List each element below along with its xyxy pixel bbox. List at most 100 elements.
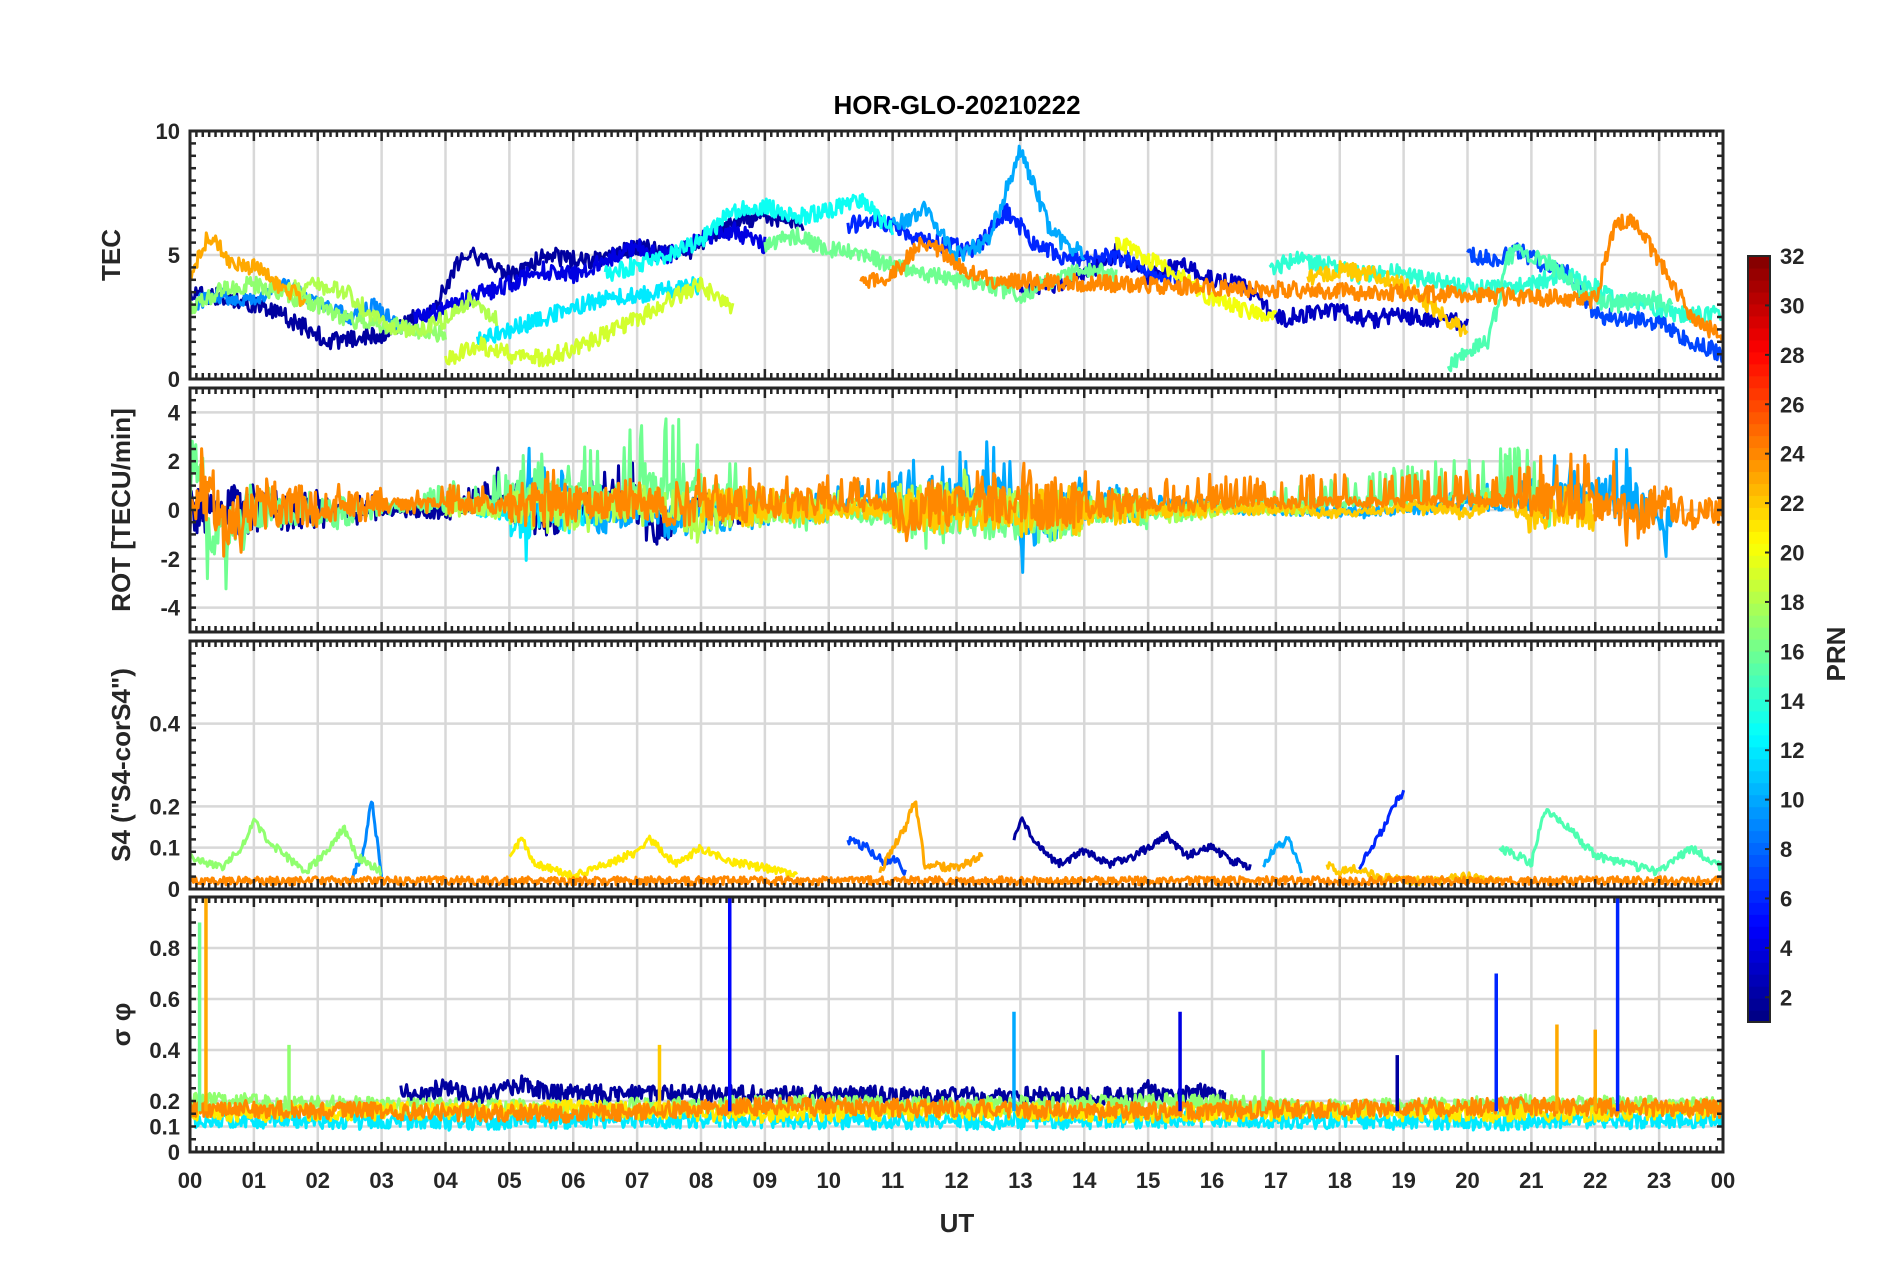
y-tick-label: 0.4 [149, 712, 180, 737]
colorbar-segment [1748, 818, 1770, 832]
colorbar-segment [1748, 543, 1770, 556]
colorbar-segment [1748, 1010, 1770, 1023]
colorbar-segment [1748, 627, 1770, 640]
colorbar-segment [1748, 555, 1770, 568]
colorbar-segment [1748, 567, 1770, 580]
colorbar-tick-label: 22 [1780, 491, 1804, 516]
y-tick-label: -2 [160, 547, 180, 572]
y-tick-label: 0 [168, 498, 180, 523]
colorbar-tick-label: 32 [1780, 244, 1804, 269]
y-axis-label-tec: TEC [96, 229, 126, 281]
colorbar-segment [1748, 782, 1770, 796]
colorbar-tick-label: 28 [1780, 343, 1804, 368]
x-tick-label: 00 [178, 1168, 202, 1193]
series-prn-17 [190, 817, 382, 877]
x-tick-labels: 00 01 02 03 04 05 06 07 08 09 10 11 12 13 14 15 16 17 18 19… [178, 1168, 1735, 1193]
colorbar-frame [1747, 255, 1771, 1023]
series-prn-21 [508, 834, 799, 882]
colorbar-segment [1748, 866, 1770, 879]
colorbar-segment [1748, 471, 1770, 485]
y-axis-label-s4: S4 ("S4-corS4") [106, 668, 136, 862]
series-prn-6 [1358, 789, 1406, 871]
x-tick-label: 13 [1008, 1168, 1032, 1193]
colorbar-segment [1748, 495, 1770, 508]
colorbar-segment [1748, 399, 1770, 413]
colorbar-segment [1748, 734, 1770, 748]
colorbar-segment [1748, 327, 1770, 341]
series-group [190, 897, 1723, 1132]
minor-ticks [188, 895, 1725, 1154]
x-tick-label: 07 [625, 1168, 649, 1193]
series-group [190, 144, 1723, 373]
colorbar-segment [1748, 483, 1770, 496]
y-tick-label: 0.2 [149, 1089, 180, 1114]
colorbar-segment [1748, 339, 1770, 353]
x-tick-label: 21 [1519, 1168, 1543, 1193]
y-tick-label: 0 [168, 877, 180, 902]
x-tick-label: 16 [1200, 1168, 1224, 1193]
colorbar-segment [1748, 662, 1770, 676]
series-prn-12 [190, 1108, 1723, 1132]
y-tick-label: 0.2 [149, 794, 180, 819]
colorbar-segment [1748, 998, 1770, 1011]
y-axis-label-sigma_phi: σ φ [106, 1003, 136, 1047]
panel-s4: 0 0.1 0.2 0.4 S4 ("S4-corS4") [106, 639, 1725, 902]
y-tick-label: 0.4 [149, 1038, 180, 1063]
series-prn-10 [891, 144, 1086, 266]
colorbar-segment [1748, 411, 1770, 425]
series-prn-24 [190, 1096, 1723, 1124]
colorbar-segment [1748, 914, 1770, 927]
colorbar-tick-label: 8 [1780, 837, 1792, 862]
y-tick-label: 0.1 [149, 836, 180, 861]
colorbar-segment [1748, 303, 1770, 317]
colorbar-segment [1748, 698, 1770, 712]
series-prn-2 [1012, 816, 1252, 871]
series-group [190, 789, 1723, 887]
y-axis-label-rot: ROT [TECU/min] [106, 408, 136, 612]
series-prn-9 [348, 800, 384, 883]
minor-ticks [188, 386, 1725, 634]
colorbar-segment [1748, 722, 1770, 736]
series-prn-19 [444, 276, 735, 368]
x-tick-label: 00 [1711, 1168, 1735, 1193]
colorbar-segment [1748, 986, 1770, 999]
colorbar-segment [1748, 591, 1770, 604]
x-tick-label: 15 [1136, 1168, 1160, 1193]
series-prn-24 [859, 213, 1723, 342]
x-tick-label: 23 [1647, 1168, 1671, 1193]
x-tick-label: 18 [1328, 1168, 1352, 1193]
x-tick-label: 19 [1391, 1168, 1415, 1193]
colorbar-segment [1748, 710, 1770, 724]
colorbar-segment [1748, 842, 1770, 856]
colorbar-segment [1748, 615, 1770, 628]
colorbar-tick-label: 18 [1780, 590, 1804, 615]
colorbar-segment [1748, 351, 1770, 365]
colorbar-segment [1748, 507, 1770, 520]
colorbar-segment [1748, 938, 1770, 951]
colorbar-tick-label: 20 [1780, 541, 1804, 566]
y-tick-label: 4 [168, 400, 181, 425]
colorbar-segment [1748, 531, 1770, 544]
x-tick-label: 11 [881, 1168, 904, 1193]
y-tick-label: 0 [168, 1140, 180, 1165]
colorbar-segment [1748, 674, 1770, 688]
minor-ticks [188, 639, 1725, 891]
colorbar-tick-label: 16 [1780, 639, 1804, 664]
series-prn-10 [1262, 835, 1303, 874]
series-prn-12 [475, 276, 702, 348]
series-prn-7 [846, 835, 907, 876]
x-tick-label: 12 [944, 1168, 968, 1193]
series-prn-23 [878, 800, 984, 874]
colorbar-label: PRN [1821, 627, 1851, 682]
colorbar-tick-label: 30 [1780, 293, 1804, 318]
colorbar-segment [1748, 459, 1770, 473]
colorbar-segment [1748, 890, 1770, 903]
colorbar-segment [1748, 974, 1770, 987]
colorbar-segment [1748, 746, 1770, 760]
colorbar-segment [1748, 435, 1770, 449]
series-prn-15 [1446, 243, 1674, 373]
x-tick-label: 10 [817, 1168, 841, 1193]
x-tick-label: 17 [1264, 1168, 1288, 1193]
colorbar-segment [1748, 878, 1770, 891]
